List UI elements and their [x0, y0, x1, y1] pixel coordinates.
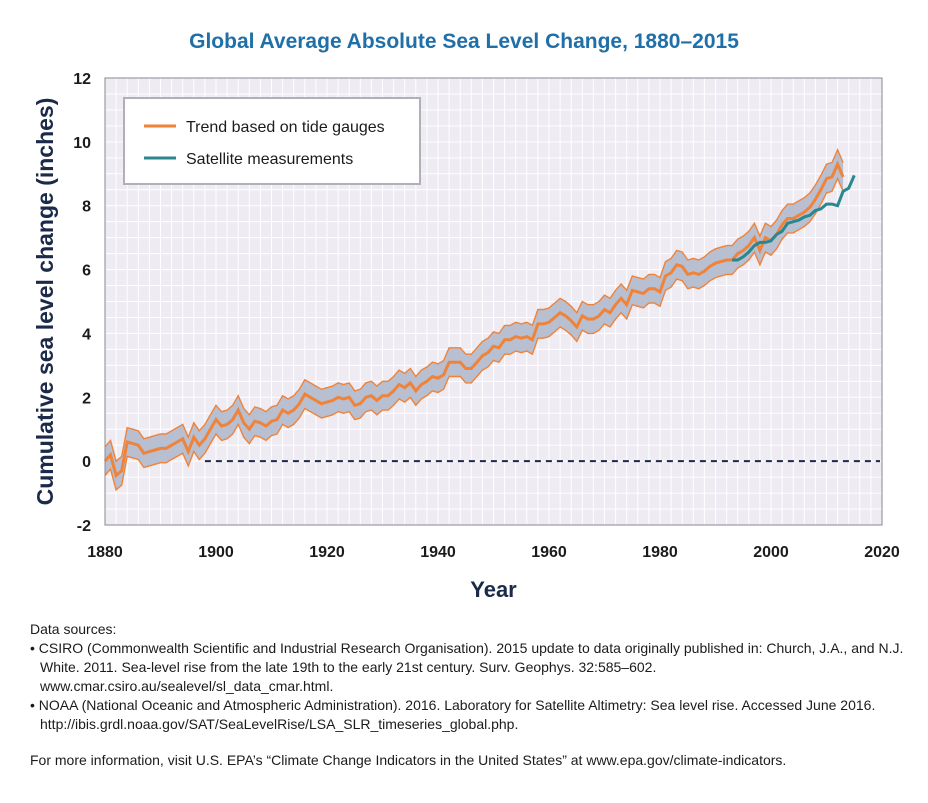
tide-gauge-trend-line [103, 160, 845, 479]
source-csiro: • CSIRO (Commonwealth Scientific and Ind… [30, 640, 904, 694]
plot-frame [104, 77, 883, 526]
x-tick-label: 1940 [420, 544, 456, 561]
legend-box [123, 97, 421, 185]
source-noaa: • NOAA (National Oceanic and Atmospheric… [30, 697, 876, 732]
y-tick-label: -2 [77, 518, 91, 535]
chart-title: Global Average Absolute Sea Level Change… [189, 30, 739, 53]
sources-heading: Data sources: [30, 621, 117, 637]
x-tick-label: 1980 [642, 544, 678, 561]
x-tick-label: 2020 [864, 544, 900, 561]
sea-level-chart: -2 0 2 4 6 8 10 12 1880 1900 1920 1940 1960 1980 2000… [32, 71, 900, 602]
band-lower-edge [104, 176, 844, 492]
y-axis-label: Cumulative sea level change (inches) [32, 98, 58, 506]
legend-label-tide-gauge: Trend based on tide gauges [186, 119, 385, 136]
uncertainty-band [105, 149, 844, 490]
y-tick-label: 2 [82, 390, 91, 407]
y-tick-label: 10 [73, 135, 91, 152]
y-tick-label: 6 [82, 263, 91, 280]
more-info-text: For more information, visit U.S. EPA’s “… [30, 752, 787, 768]
y-tick-label: 4 [82, 326, 91, 343]
data-sources: Data sources: • CSIRO (Commonwealth Scie… [30, 620, 910, 770]
legend: Trend based on tide gauges Satellite mea… [123, 97, 421, 185]
x-tick-label: 1900 [198, 544, 234, 561]
x-tick-label: 2000 [753, 544, 789, 561]
y-tick-label: 0 [82, 454, 91, 471]
legend-label-satellite: Satellite measurements [186, 151, 353, 168]
x-tick-label: 1880 [87, 544, 123, 561]
x-tick-label: 1920 [309, 544, 345, 561]
y-axis-ticks: -2 0 2 4 6 8 10 12 [73, 71, 91, 535]
x-tick-label: 1960 [531, 544, 567, 561]
y-tick-label: 12 [73, 71, 91, 88]
x-axis-label: Year [470, 577, 517, 602]
band-upper-edge [104, 148, 844, 463]
satellite-line [732, 174, 856, 262]
y-tick-label: 8 [82, 199, 91, 216]
x-axis-ticks: 1880 1900 1920 1940 1960 1980 2000 2020 [87, 544, 900, 561]
